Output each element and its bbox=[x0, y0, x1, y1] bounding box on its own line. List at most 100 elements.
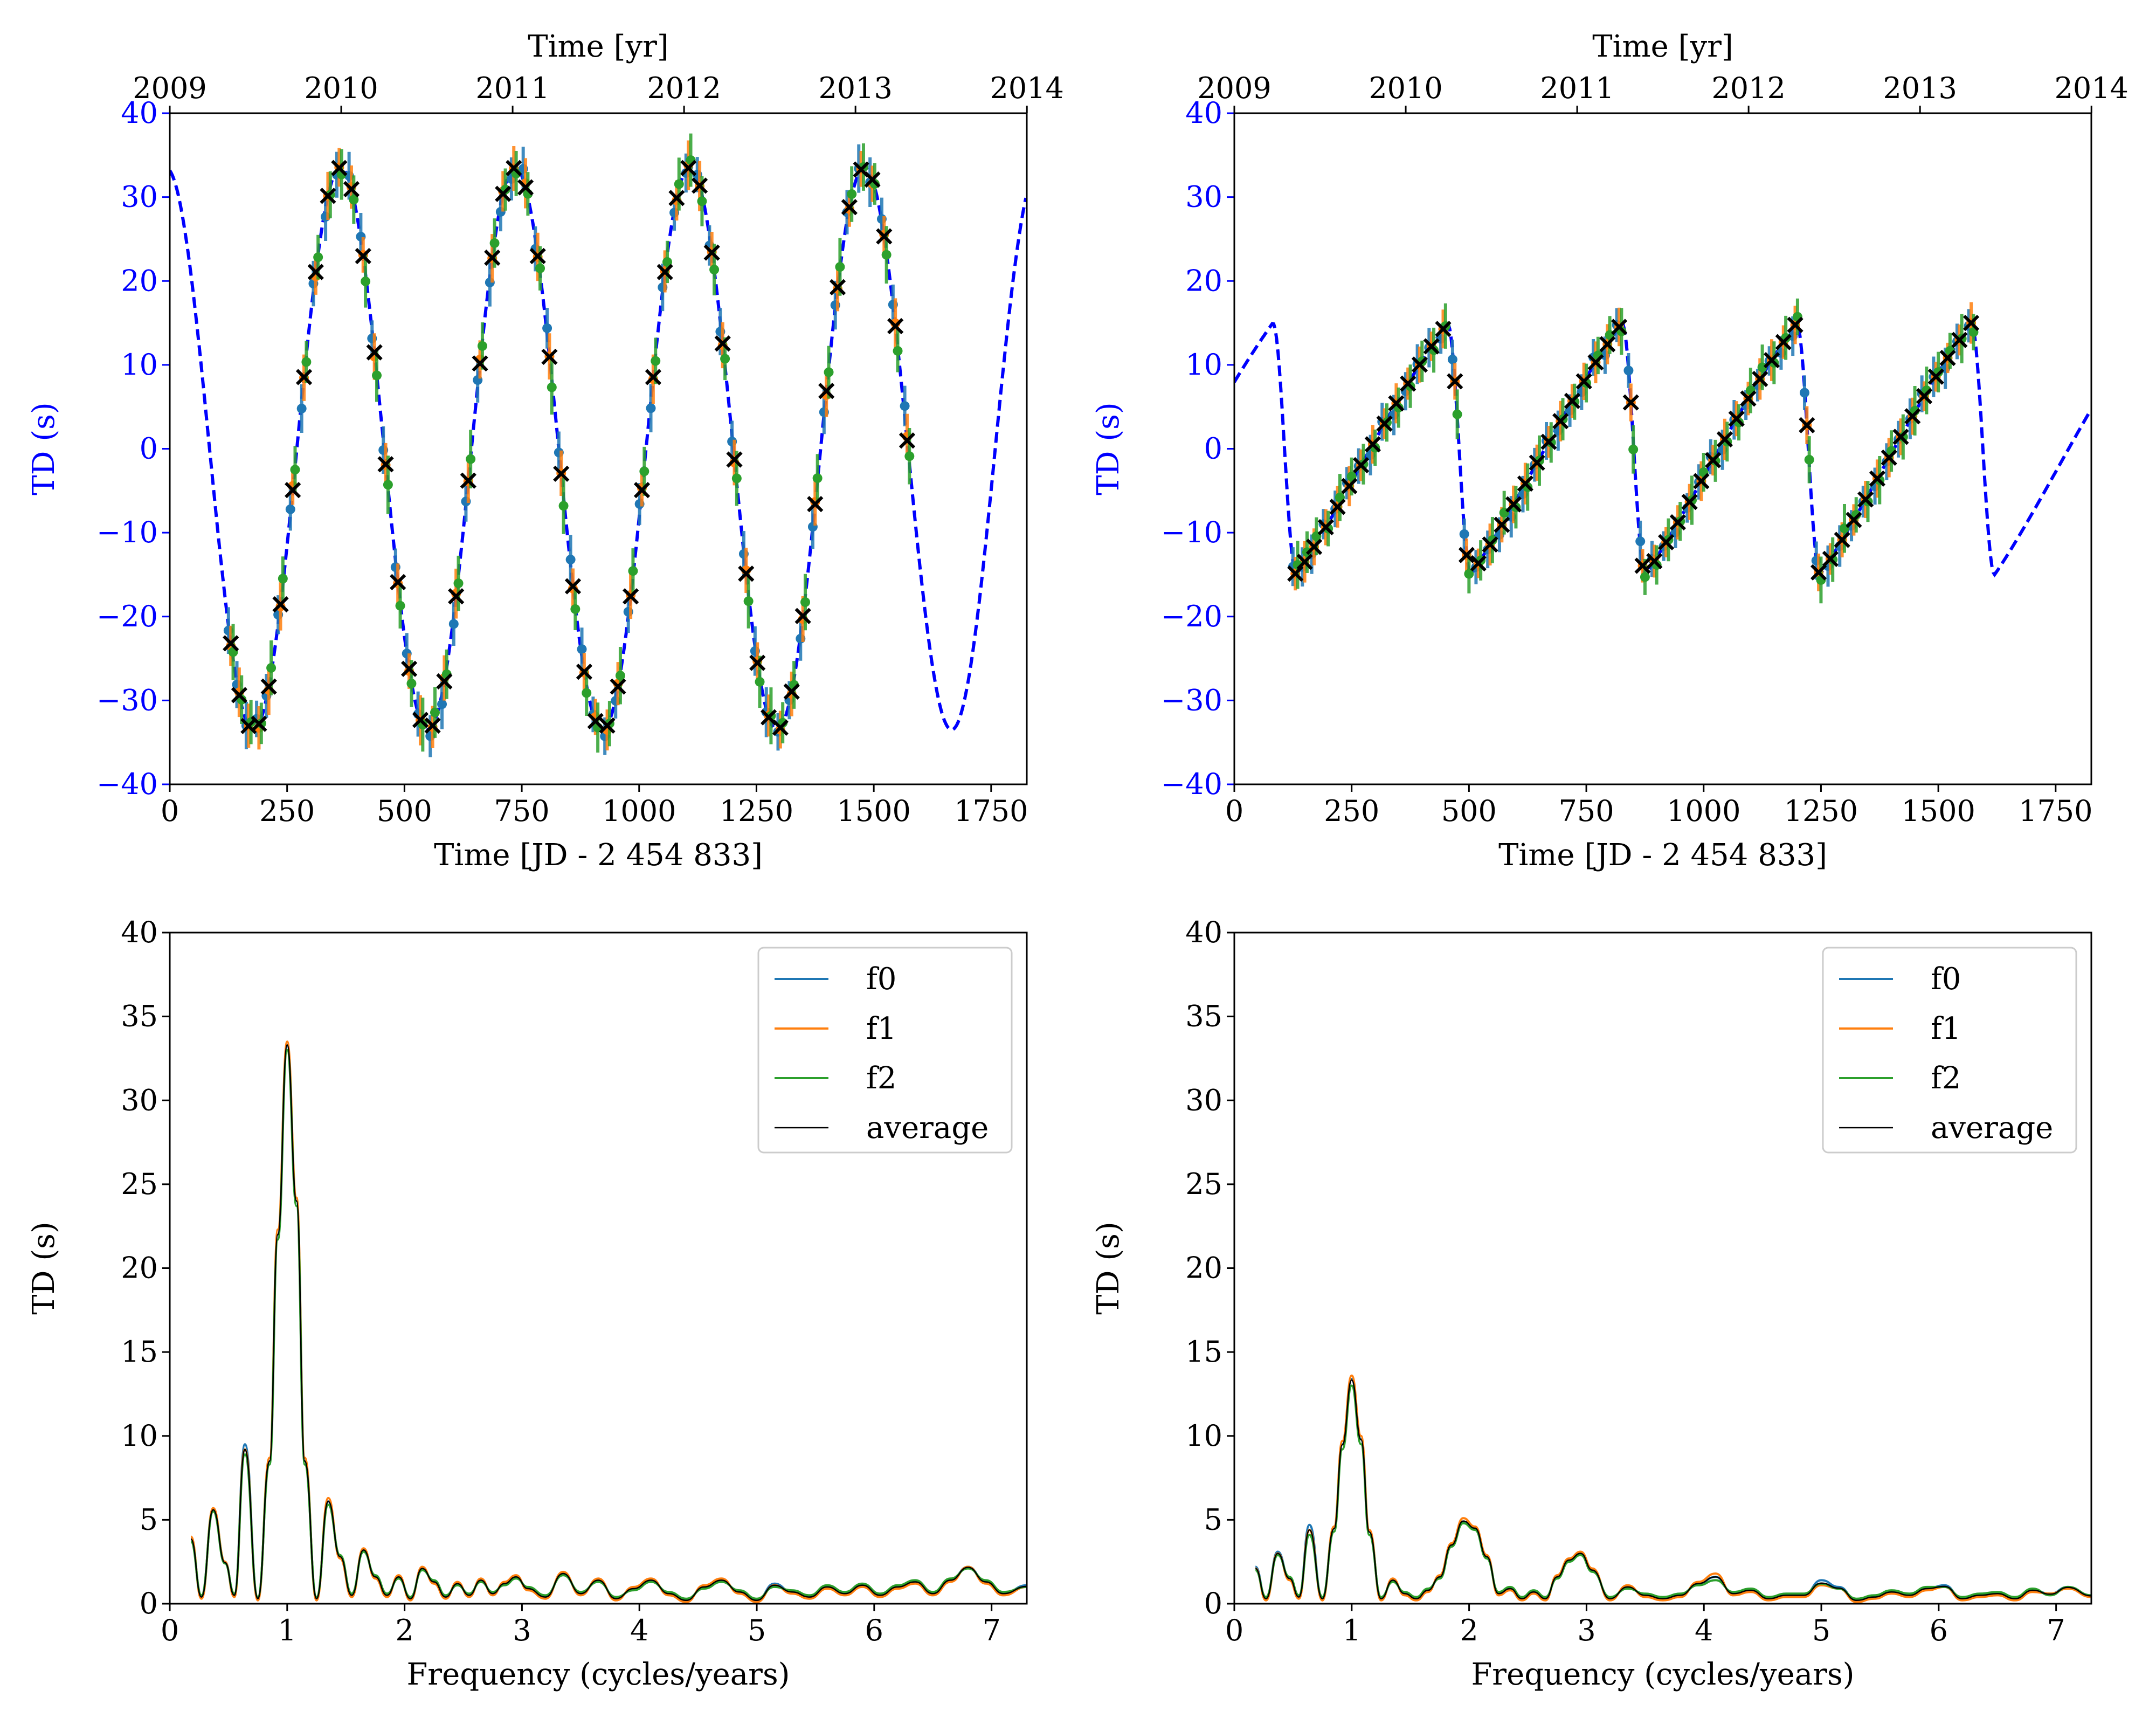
average-marker bbox=[1869, 470, 1886, 487]
average-marker bbox=[1775, 334, 1792, 350]
data-point bbox=[535, 263, 545, 273]
data-point bbox=[1447, 354, 1457, 364]
average-marker bbox=[495, 185, 512, 202]
x-tick-label: 4 bbox=[630, 1613, 648, 1647]
y-tick-label: 10 bbox=[1185, 348, 1222, 382]
data-point bbox=[881, 250, 892, 260]
data-point bbox=[278, 574, 288, 584]
average-marker bbox=[1657, 534, 1675, 550]
average-marker bbox=[829, 279, 846, 295]
y-tick-label: 30 bbox=[1185, 180, 1222, 214]
y-axis-label: TD (s) bbox=[1091, 1222, 1126, 1314]
data-point bbox=[582, 688, 592, 698]
y-tick-label: −10 bbox=[1161, 515, 1222, 549]
average-marker bbox=[260, 678, 277, 695]
average-marker bbox=[1287, 565, 1304, 582]
average-marker bbox=[887, 318, 904, 335]
average-marker bbox=[564, 578, 582, 595]
average-marker bbox=[1728, 410, 1745, 427]
data-point bbox=[1799, 388, 1809, 398]
average-marker bbox=[691, 177, 708, 194]
average-marker bbox=[1411, 356, 1428, 373]
average-marker bbox=[366, 344, 383, 361]
average-marker bbox=[1364, 436, 1381, 453]
legend-label-f2: f2 bbox=[1931, 1061, 1961, 1096]
data-point bbox=[1346, 471, 1357, 481]
average-marker bbox=[1846, 512, 1862, 528]
x-tick-label: 1500 bbox=[837, 794, 910, 828]
average-marker bbox=[1857, 491, 1874, 508]
legend-box bbox=[757, 947, 1013, 1154]
average-marker bbox=[331, 160, 348, 176]
data-point bbox=[577, 644, 587, 654]
x-tick-label: 3 bbox=[513, 1613, 531, 1647]
data-point bbox=[453, 578, 464, 589]
series-line-average bbox=[1255, 1379, 2091, 1602]
y-tick-label: 40 bbox=[1185, 915, 1222, 949]
data-point bbox=[313, 252, 323, 263]
average-marker bbox=[295, 369, 313, 385]
plot-frame bbox=[1233, 112, 2092, 785]
average-marker bbox=[1400, 375, 1416, 392]
x-tick-label: 2 bbox=[395, 1613, 413, 1647]
x-tick-label: 500 bbox=[1441, 794, 1497, 828]
data-point bbox=[893, 346, 903, 356]
data-point bbox=[285, 504, 295, 514]
x-tick-label: 5 bbox=[748, 1613, 766, 1647]
legend-label-average: average bbox=[866, 1110, 989, 1146]
data-point bbox=[570, 604, 581, 614]
average-marker bbox=[794, 608, 811, 624]
average-marker bbox=[1646, 553, 1663, 570]
average-marker bbox=[436, 673, 453, 690]
y-tick-label: 0 bbox=[1204, 432, 1222, 466]
x-tick-label: 7 bbox=[2047, 1613, 2065, 1647]
data-point bbox=[558, 501, 569, 511]
average-marker bbox=[424, 717, 441, 734]
y-tick-label: 35 bbox=[121, 999, 158, 1033]
data-point bbox=[639, 466, 649, 477]
legend: f0 f1 f2 average bbox=[1822, 947, 2077, 1154]
model-curve bbox=[170, 166, 1027, 732]
average-marker bbox=[1669, 514, 1686, 531]
average-marker bbox=[1916, 388, 1933, 405]
data-point bbox=[361, 276, 371, 286]
panel-spectrum-left: 0 1 2 3 4 5 6 7 0 5 10 15 20 25 30 35 40 Frequency (cycle… bbox=[26, 915, 1028, 1692]
x-tick-label: 1750 bbox=[2019, 794, 2092, 828]
average-marker bbox=[1423, 338, 1440, 355]
data-point bbox=[800, 597, 811, 607]
average-marker bbox=[1799, 417, 1815, 433]
average-marker bbox=[1587, 354, 1604, 371]
x-tick-label: 250 bbox=[1324, 794, 1379, 828]
top-tick-label: 2010 bbox=[304, 71, 378, 105]
average-marker bbox=[1752, 370, 1768, 388]
average-marker bbox=[272, 596, 289, 613]
x-tick-label: 5 bbox=[1812, 1613, 1830, 1647]
x-tick-label: 1500 bbox=[1901, 794, 1975, 828]
panel-td-time-left: 0 250 500 750 1000 1250 1500 1750 −40 −30 −20 −10 0 1… bbox=[26, 29, 1064, 873]
y-tick-label: 10 bbox=[1185, 1419, 1222, 1453]
average-marker bbox=[1740, 390, 1757, 407]
plot-frame bbox=[169, 932, 1028, 1605]
top-tick-label: 2011 bbox=[475, 71, 549, 105]
data-point bbox=[1628, 444, 1639, 454]
series-line-f2 bbox=[1255, 1384, 2091, 1600]
average-marker bbox=[587, 713, 604, 729]
plot-area bbox=[190, 1040, 1027, 1603]
average-marker bbox=[726, 451, 743, 468]
average-marker bbox=[529, 247, 546, 265]
average-marker bbox=[307, 264, 324, 280]
average-marker bbox=[622, 588, 639, 605]
data-point bbox=[743, 596, 754, 606]
average-marker bbox=[1705, 452, 1722, 468]
average-marker bbox=[1599, 336, 1616, 353]
data-point bbox=[1459, 529, 1469, 539]
average-marker bbox=[1388, 395, 1405, 412]
average-marker bbox=[448, 588, 465, 605]
average-marker bbox=[1622, 394, 1639, 411]
top-tick-label: 2012 bbox=[1711, 71, 1785, 105]
y-tick-label: −30 bbox=[96, 683, 158, 717]
y-tick-label: 5 bbox=[1204, 1502, 1222, 1536]
series-line-f0 bbox=[1255, 1377, 2091, 1602]
series-f2 bbox=[228, 133, 915, 753]
y-tick-label: 0 bbox=[140, 432, 158, 466]
